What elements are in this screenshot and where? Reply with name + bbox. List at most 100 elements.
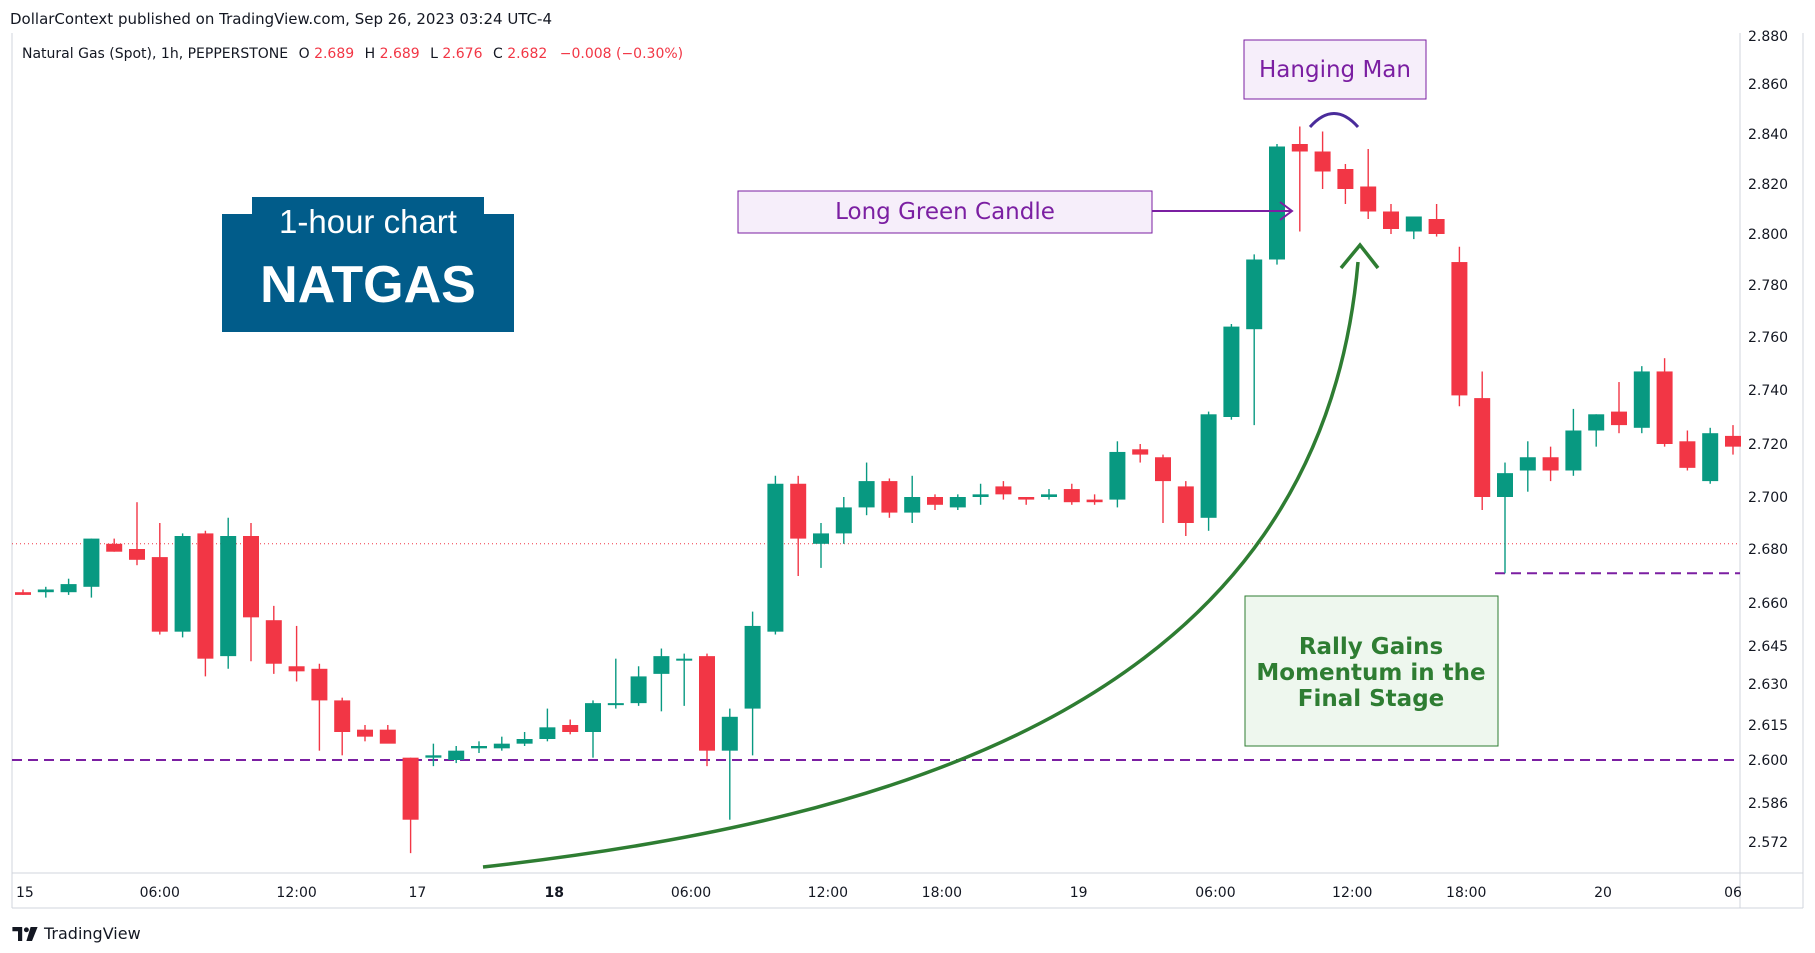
candle-up xyxy=(653,648,670,712)
candle-body xyxy=(357,729,373,737)
rally-note-line-1: Rally Gains xyxy=(1299,634,1443,660)
candle-up xyxy=(767,475,784,635)
price-levels xyxy=(12,543,1740,761)
candle-up xyxy=(813,523,829,568)
candle-body xyxy=(311,668,328,701)
candle-up xyxy=(1041,489,1057,500)
candle-body xyxy=(630,676,647,704)
candle-body xyxy=(721,716,738,751)
candle-body xyxy=(1542,457,1559,471)
candle-body xyxy=(334,700,351,732)
long-green-candle-annotation: Long Green Candle xyxy=(737,190,1294,234)
candle-body xyxy=(1314,151,1331,172)
time-tick-label: 12:00 xyxy=(1332,885,1372,901)
long-green-arrow-head xyxy=(1279,201,1294,221)
time-tick-label: 18 xyxy=(544,885,563,901)
candle-up xyxy=(585,700,601,758)
candle-body xyxy=(516,739,533,744)
candle-body xyxy=(1041,494,1057,497)
candle-body xyxy=(220,536,237,657)
legend-high-value: 2.689 xyxy=(380,46,420,62)
candle-down xyxy=(1155,454,1171,523)
candle-down xyxy=(1451,246,1468,407)
price-tick-label: 2.680 xyxy=(1748,542,1788,558)
candle-down xyxy=(197,530,214,677)
candle-down xyxy=(1337,164,1354,204)
long-green-box xyxy=(737,190,1153,234)
legend-open-value: 2.689 xyxy=(314,46,354,62)
candle-body xyxy=(653,656,670,674)
rally-note-line-3: Final Stage xyxy=(1298,686,1445,712)
candle-body xyxy=(1360,186,1377,212)
candle-body xyxy=(174,536,191,632)
candle-up xyxy=(721,708,738,820)
candle-body xyxy=(972,494,989,497)
tradingview-brand[interactable]: TradingView xyxy=(12,924,141,943)
time-tick-label: 06:00 xyxy=(1195,885,1235,901)
candle-body xyxy=(37,589,54,593)
candle-body xyxy=(1702,433,1719,482)
candle-up xyxy=(744,611,761,756)
candle-body xyxy=(790,483,807,539)
candle-down xyxy=(243,523,259,662)
candle-up xyxy=(858,462,875,516)
rally-note-box xyxy=(1244,595,1499,747)
price-tick-label: 2.780 xyxy=(1748,278,1788,294)
price-tick-label: 2.630 xyxy=(1748,677,1788,693)
candle-down xyxy=(1291,126,1308,232)
long-green-label: Long Green Candle xyxy=(835,199,1055,225)
candle-down xyxy=(379,725,396,744)
candle-up xyxy=(60,578,77,595)
candle-down xyxy=(129,502,145,566)
title-box-background xyxy=(222,214,514,332)
price-tick-label: 2.840 xyxy=(1748,127,1788,143)
candle-body xyxy=(379,729,396,744)
price-tick-label: 2.700 xyxy=(1748,490,1788,506)
candle-body xyxy=(1132,449,1149,455)
candle-down xyxy=(334,697,351,756)
candle-body xyxy=(1519,457,1536,471)
candle-down xyxy=(15,589,31,595)
hanging-man-annotation: Hanging Man xyxy=(1243,39,1427,129)
candle-up xyxy=(37,586,54,598)
candle-body xyxy=(1177,486,1194,523)
candle-down xyxy=(1679,430,1696,471)
candle-up xyxy=(1405,216,1422,240)
candle-body xyxy=(425,755,442,758)
candle-body xyxy=(1223,326,1240,417)
candle-body xyxy=(904,497,921,513)
candle-up xyxy=(676,653,693,706)
candle-body xyxy=(60,584,77,593)
candle-body xyxy=(1246,259,1263,330)
candle-up xyxy=(1246,254,1263,426)
time-tick-label: 18:00 xyxy=(1446,885,1486,901)
candle-body xyxy=(1656,371,1673,444)
candle-up xyxy=(1223,324,1240,420)
time-tick-label: 06 xyxy=(1724,885,1742,901)
candle-body xyxy=(15,592,31,595)
price-tick-label: 2.645 xyxy=(1748,639,1788,655)
candle-down xyxy=(311,663,328,751)
candle-body xyxy=(1611,411,1627,426)
candle-body xyxy=(767,483,784,632)
candle-down xyxy=(402,757,419,854)
candle-down xyxy=(699,653,715,767)
price-tick-label: 2.820 xyxy=(1748,177,1788,193)
candle-body xyxy=(835,507,852,534)
candle-down xyxy=(1383,204,1399,234)
candle-down xyxy=(1428,204,1445,237)
candle-up xyxy=(83,538,100,598)
candle-up xyxy=(1200,411,1217,531)
candle-body xyxy=(927,497,943,505)
candle-body xyxy=(129,549,145,560)
legend-low-label: L xyxy=(430,46,438,62)
candle-body xyxy=(197,533,214,659)
title-box: 1-hour chart NATGAS xyxy=(222,197,514,332)
candle-down xyxy=(1656,358,1673,447)
time-tick-label: 20 xyxy=(1594,885,1612,901)
candle-down xyxy=(881,478,898,518)
candle-down xyxy=(562,719,579,735)
candle-up xyxy=(1109,441,1126,508)
candle-body xyxy=(1291,144,1308,152)
